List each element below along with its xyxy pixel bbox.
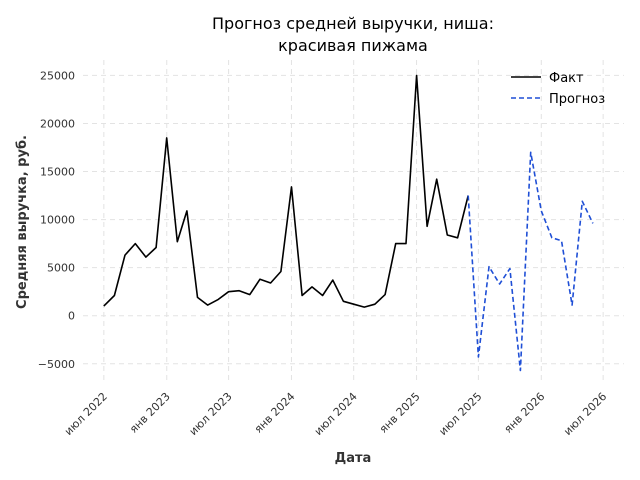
series-line-fact	[103, 74, 469, 308]
series-lines	[103, 74, 594, 372]
x-tick-label: июл 2024	[312, 390, 360, 438]
x-tick-label: янв 2025	[377, 390, 423, 436]
x-axis-ticks: июл 2022 янв 2023 июл 2023 янв 2024 июл 2024…	[62, 390, 609, 438]
grid	[83, 60, 624, 383]
series-line-forecast	[467, 151, 594, 372]
y-tick-label: 25000	[40, 69, 75, 82]
y-tick-label: 20000	[40, 117, 75, 130]
x-tick-label: янв 2023	[127, 390, 173, 436]
y-axis-label: Средняя выручка, руб.	[15, 135, 30, 309]
y-axis-ticks: −5000 0 5000 10000 15000 20000 25000	[38, 69, 75, 370]
y-tick-label: 5000	[47, 262, 75, 275]
chart-title-line-1: Прогноз средней выручки, ниша:	[212, 14, 494, 33]
legend-label-forecast: Прогноз	[549, 92, 605, 107]
x-tick-label: июл 2022	[62, 390, 110, 438]
chart-title-line-2: красивая пижама	[278, 36, 428, 55]
x-tick-label: янв 2024	[252, 390, 298, 436]
legend: Факт Прогноз	[511, 71, 605, 107]
x-tick-label: июл 2025	[436, 390, 484, 438]
y-tick-label: −5000	[38, 358, 75, 371]
y-tick-label: 15000	[40, 166, 75, 179]
x-tick-label: июл 2023	[187, 390, 235, 438]
legend-label-fact: Факт	[549, 71, 584, 86]
y-tick-label: 10000	[40, 214, 75, 227]
x-tick-label: янв 2026	[502, 390, 548, 436]
y-tick-label: 0	[68, 310, 75, 323]
x-tick-label: июл 2026	[561, 390, 609, 438]
x-axis-label: Дата	[335, 451, 372, 466]
